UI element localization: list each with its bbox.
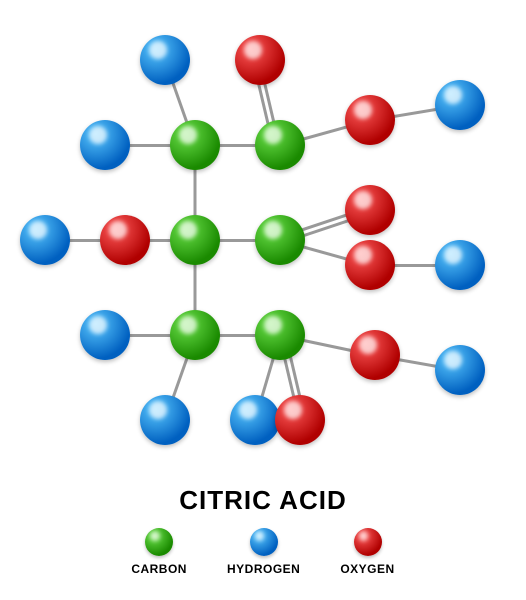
carbon-icon (145, 528, 173, 556)
carbon-atom (255, 310, 305, 360)
carbon-atom (170, 215, 220, 265)
hydrogen-atom (140, 395, 190, 445)
carbon-atom (170, 120, 220, 170)
legend-label: OXYGEN (340, 562, 394, 576)
legend-label: HYDROGEN (227, 562, 300, 576)
hydrogen-atom (80, 120, 130, 170)
legend-item-carbon: CARBON (131, 528, 187, 576)
hydrogen-atom (230, 395, 280, 445)
oxygen-atom (275, 395, 325, 445)
hydrogen-icon (250, 528, 278, 556)
molecule-diagram: { "title": { "text": "CITRIC ACID", "fon… (0, 0, 526, 600)
hydrogen-atom (435, 80, 485, 130)
carbon-atom (255, 215, 305, 265)
oxygen-atom (100, 215, 150, 265)
hydrogen-atom (140, 35, 190, 85)
hydrogen-atom (435, 345, 485, 395)
legend: CARBON HYDROGEN OXYGEN (0, 528, 526, 576)
carbon-atom (170, 310, 220, 360)
diagram-title: CITRIC ACID (0, 485, 526, 516)
hydrogen-atom (20, 215, 70, 265)
oxygen-atom (345, 185, 395, 235)
carbon-atom (255, 120, 305, 170)
legend-item-oxygen: OXYGEN (340, 528, 394, 576)
legend-label: CARBON (131, 562, 187, 576)
oxygen-icon (354, 528, 382, 556)
hydrogen-atom (80, 310, 130, 360)
oxygen-atom (350, 330, 400, 380)
hydrogen-atom (435, 240, 485, 290)
oxygen-atom (345, 95, 395, 145)
oxygen-atom (345, 240, 395, 290)
oxygen-atom (235, 35, 285, 85)
legend-item-hydrogen: HYDROGEN (227, 528, 300, 576)
